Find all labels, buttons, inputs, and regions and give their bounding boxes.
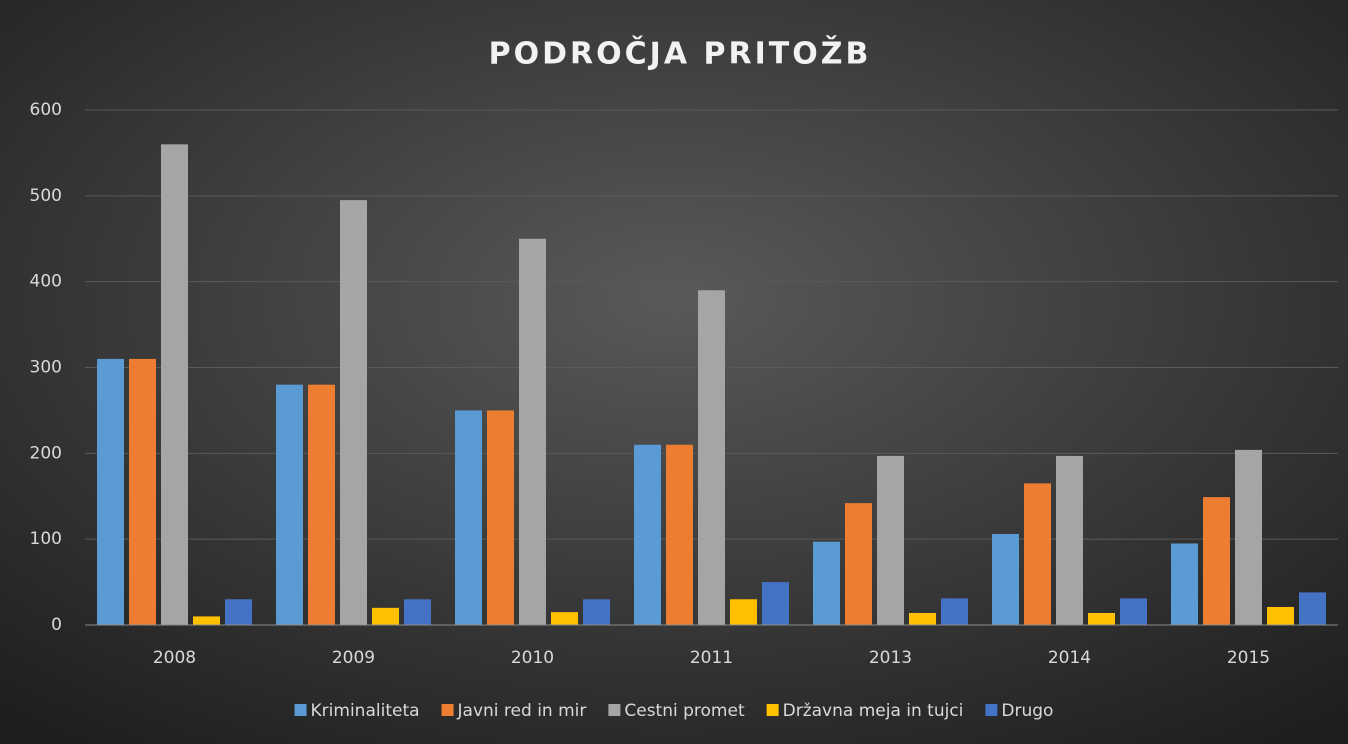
bar bbox=[583, 599, 610, 625]
y-tick-label: 100 bbox=[30, 529, 62, 549]
bar bbox=[1024, 483, 1051, 625]
legend-label: Cestni promet bbox=[624, 701, 745, 721]
bar bbox=[1299, 592, 1326, 625]
legend-label: Javni red in mir bbox=[457, 701, 587, 721]
bar bbox=[813, 541, 840, 625]
x-tick-label: 2014 bbox=[1048, 648, 1091, 668]
legend-label: Drugo bbox=[1001, 701, 1053, 721]
bar bbox=[225, 599, 252, 625]
legend-swatch bbox=[985, 704, 998, 716]
y-tick-label: 500 bbox=[30, 186, 62, 206]
legend-swatch bbox=[294, 704, 307, 716]
x-tick-label: 2011 bbox=[690, 648, 733, 668]
x-tick-label: 2013 bbox=[869, 648, 912, 668]
bar bbox=[308, 384, 335, 625]
bar bbox=[1120, 598, 1147, 625]
bar bbox=[877, 455, 904, 625]
bar bbox=[992, 534, 1019, 625]
bar bbox=[845, 503, 872, 625]
bar bbox=[129, 358, 156, 625]
bar bbox=[519, 238, 546, 625]
legend-label: Državna meja in tujci bbox=[783, 701, 964, 721]
bar bbox=[762, 582, 789, 625]
y-tick-label: 0 bbox=[51, 615, 62, 635]
y-tick-label: 600 bbox=[30, 100, 62, 120]
x-tick-label: 2015 bbox=[1227, 648, 1270, 668]
bar bbox=[455, 410, 482, 625]
bar bbox=[97, 358, 124, 625]
x-tick-label: 2010 bbox=[511, 648, 554, 668]
bar bbox=[698, 290, 725, 625]
bar bbox=[634, 444, 661, 625]
legend-label: Kriminaliteta bbox=[311, 701, 420, 721]
bar bbox=[1203, 497, 1230, 625]
bar bbox=[666, 444, 693, 625]
bar bbox=[551, 612, 578, 625]
bar bbox=[276, 384, 303, 625]
bar bbox=[193, 616, 220, 625]
bar bbox=[1267, 606, 1294, 625]
legend-swatch bbox=[441, 704, 454, 716]
x-tick-label: 2009 bbox=[332, 648, 375, 668]
legend-swatch bbox=[766, 704, 779, 716]
y-tick-label: 200 bbox=[30, 443, 62, 463]
bar bbox=[1056, 455, 1083, 625]
legend-swatch bbox=[608, 704, 621, 716]
y-tick-label: 300 bbox=[30, 358, 62, 378]
bar bbox=[404, 599, 431, 625]
bar bbox=[340, 200, 367, 625]
bar bbox=[161, 144, 188, 626]
bar bbox=[487, 410, 514, 625]
bar bbox=[941, 598, 968, 625]
bar bbox=[1088, 612, 1115, 625]
bar bbox=[1235, 449, 1262, 625]
y-tick-label: 400 bbox=[30, 272, 62, 292]
bar bbox=[372, 607, 399, 625]
x-tick-label: 2008 bbox=[153, 648, 196, 668]
bar bbox=[909, 612, 936, 625]
bar bbox=[1171, 543, 1198, 625]
chart-title: PODROČJA PRITOŽB bbox=[489, 35, 872, 72]
bar bbox=[730, 599, 757, 625]
